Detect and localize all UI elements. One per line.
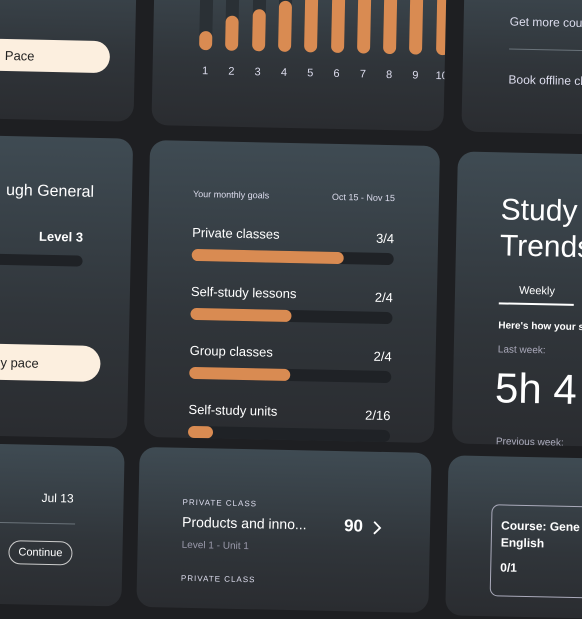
card: ugh General Level 3 y pace: [0, 135, 134, 439]
course-language: English: [500, 535, 545, 551]
card: PRIVATE CLASS Products and inno... 90 Le…: [136, 446, 432, 613]
x-tick-label: 4: [280, 66, 288, 79]
x-tick-label: 5: [307, 67, 314, 80]
course-name: Course: Gene: [500, 518, 580, 535]
card: Pace: [0, 0, 137, 122]
tab[interactable]: Weekly: [518, 284, 556, 298]
divider: [509, 48, 582, 52]
kicker: PRIVATE CLASS: [180, 573, 256, 585]
class-title[interactable]: Products and inno...: [181, 513, 307, 533]
x-tick-label: 10: [435, 69, 447, 83]
progress-fill: [187, 425, 214, 439]
heading: Study: [500, 193, 578, 228]
goal-count: 2/4: [373, 348, 392, 365]
card: Your monthly goals Oct 15 - Nov 15 Priva…: [143, 140, 441, 444]
big-value: 5h 4: [494, 364, 578, 414]
progress-fill: [191, 248, 344, 265]
score: 90: [343, 516, 364, 536]
progress-track: [0, 253, 83, 267]
chevron[interactable]: [372, 520, 382, 536]
card: 1 2 3 4 5 6 7 8 9 10: [151, 0, 447, 132]
goal-name: Group classes: [189, 342, 273, 360]
progress-track: [187, 425, 391, 443]
goal-count: 2/4: [374, 289, 394, 306]
x-tick-label: 1: [201, 65, 209, 78]
label: Previous week:: [495, 436, 564, 447]
x-tick-label: 6: [333, 67, 340, 80]
bar: [356, 0, 372, 54]
menu-item[interactable]: Get more coup: [509, 14, 582, 31]
bar: [383, 0, 398, 55]
card: Course: Gene English 0/1: [445, 455, 582, 619]
goal-count: 2/16: [364, 407, 391, 424]
pill-button[interactable]: y pace: [0, 343, 101, 383]
x-tick-label: 7: [359, 68, 367, 81]
bar: [225, 15, 240, 51]
progress-track: [191, 248, 394, 266]
divider: [0, 521, 76, 525]
x-tick-label: 3: [254, 66, 261, 79]
kicker: PRIVATE CLASS: [182, 497, 258, 509]
course-progress: 0/1: [500, 560, 518, 575]
intro: Here's how your st: [498, 320, 582, 334]
button[interactable]: Continue: [8, 540, 73, 566]
menu-item[interactable]: Book offline cla: [508, 72, 582, 89]
label: Last week:: [497, 344, 546, 357]
bar: [251, 8, 266, 52]
pill-button[interactable]: Pace: [0, 38, 111, 74]
x-tick-label: 9: [412, 69, 419, 82]
card: Study Trends Weekly Here's how your st L…: [451, 151, 582, 447]
progress-fill: [189, 366, 291, 382]
goal-name: Self-study lessons: [190, 283, 297, 302]
goals-period: Oct 15 - Nov 15: [331, 191, 396, 204]
goal-name: Private classes: [192, 224, 280, 242]
card: Jul 13 Continue: [0, 443, 125, 607]
heading: Trends: [499, 229, 582, 265]
progress-fill: [190, 307, 292, 323]
bar: [199, 30, 213, 51]
bar: [277, 1, 292, 52]
bar: [409, 0, 425, 55]
level: Level 3: [38, 228, 84, 245]
course-title: ugh General: [5, 182, 95, 201]
goals-title: Your monthly goals: [192, 188, 270, 201]
bar: [435, 0, 447, 56]
x-tick-label: 8: [385, 68, 393, 82]
subtitle: Level 1 - Unit 1: [181, 539, 250, 553]
bar: [330, 0, 346, 54]
bar: [304, 0, 319, 53]
card: Get more coup Book offline cla: [461, 0, 582, 135]
goal-count: 3/4: [375, 230, 395, 247]
x-tick-label: 2: [228, 65, 235, 78]
goal-name: Self-study units: [188, 401, 278, 419]
date: Jul 13: [41, 490, 74, 506]
progress-track: [190, 307, 393, 325]
tab-indicator: [498, 302, 574, 306]
progress-track: [189, 366, 392, 384]
